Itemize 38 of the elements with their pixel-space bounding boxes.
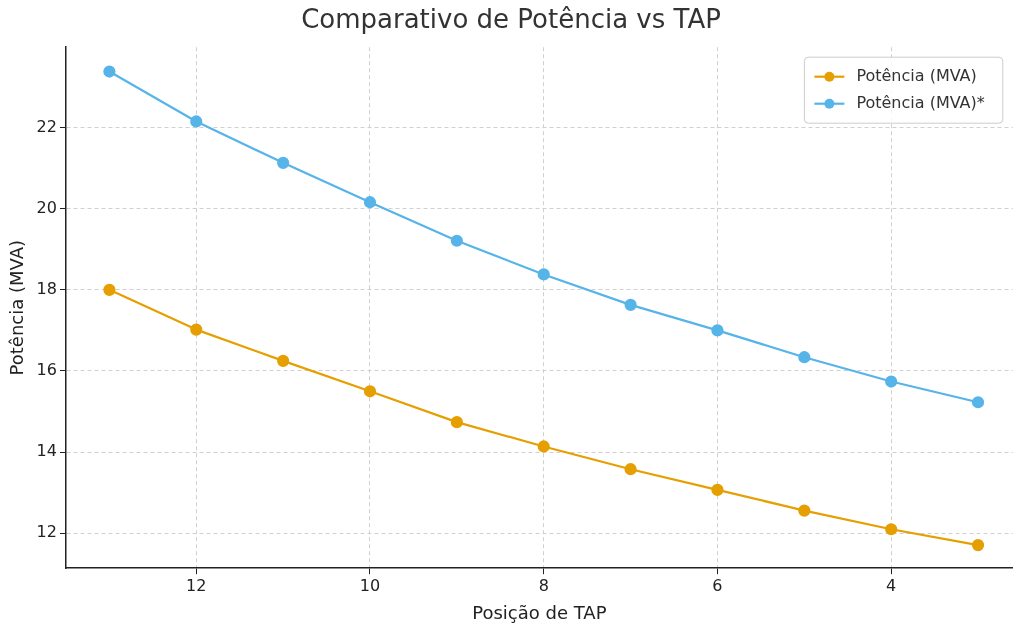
x-tick-label: 10 (359, 575, 381, 595)
point (798, 504, 811, 517)
legend-label: Potência (MVA) (856, 65, 977, 85)
y-tick-label: 12 (36, 522, 57, 542)
chart-title: Comparativo de Potência vs TAP (301, 4, 721, 35)
y-tick-label: 18 (36, 279, 57, 298)
point (885, 523, 898, 536)
point (450, 416, 463, 429)
x-tick-label: 4 (886, 575, 897, 595)
point (277, 156, 290, 169)
point (277, 354, 290, 367)
point (537, 440, 550, 453)
point (885, 375, 898, 388)
point (190, 115, 203, 128)
point (363, 385, 377, 398)
y-tick-label: 20 (36, 197, 57, 217)
point (798, 351, 811, 364)
point (711, 324, 724, 337)
y-tick-label: 16 (36, 360, 57, 380)
point (190, 323, 203, 336)
point (971, 538, 985, 552)
point (103, 65, 116, 78)
point (624, 463, 637, 476)
point (103, 283, 116, 296)
x-tick-label: 8 (538, 575, 549, 595)
y-axis-title: Potência (MVA) (6, 239, 28, 376)
point (537, 268, 550, 281)
y-tick-label: 14 (36, 441, 57, 461)
point (624, 298, 637, 311)
point (450, 234, 463, 247)
x-axis-title: Posição de TAP (472, 601, 607, 623)
x-tick-label: 12 (186, 575, 207, 595)
point (971, 396, 985, 409)
y-tick-label: 22 (36, 116, 57, 136)
x-tick-label: 6 (712, 575, 723, 595)
legend-label: Potência (MVA)* (856, 92, 985, 112)
point (711, 483, 724, 496)
point (363, 196, 377, 209)
